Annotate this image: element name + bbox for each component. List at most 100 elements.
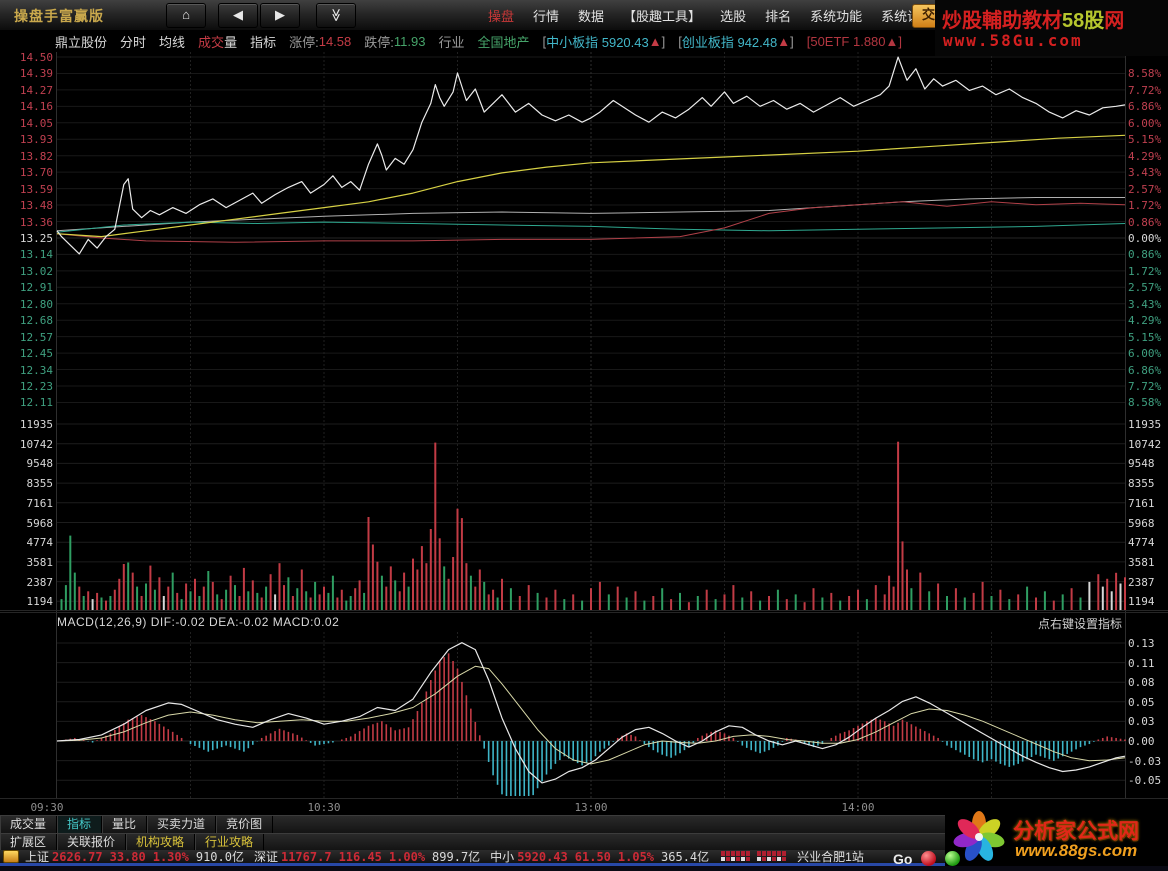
volume-axis-label: 8355: [1128, 477, 1155, 491]
pct-axis-label: 6.00%: [1128, 116, 1162, 130]
pct-axis-label: 0.86%: [1128, 215, 1162, 229]
main-menu: 操盘 行情 数据 【股趣工具】 选股 排名 系统功能 系统设置: [488, 0, 933, 30]
menu-item-0[interactable]: 操盘: [488, 8, 515, 24]
view-toggle-indicator[interactable]: 指标: [250, 34, 277, 50]
back-icon[interactable]: ◀: [218, 3, 258, 28]
pct-axis-label: 4.29%: [1128, 314, 1162, 328]
pct-axis-label: 8.58%: [1128, 396, 1162, 410]
app-title: 操盘手富赢版: [14, 8, 104, 24]
pane-tab-1[interactable]: 指标: [57, 816, 103, 833]
price-axis-label: 13.02: [19, 264, 53, 278]
pct-axis-label: 3.43%: [1128, 297, 1162, 311]
industry-value[interactable]: 全国地产: [477, 34, 530, 50]
home-icon[interactable]: ⌂: [166, 3, 206, 28]
view-toggle-time[interactable]: 分时: [120, 34, 147, 50]
status-bar: 上证 2626.77 33.80 1.30% 910.0亿 深证 11767.7 116.45…: [0, 848, 1168, 865]
pane-tab-0[interactable]: 成交量: [0, 816, 58, 833]
stock-name: 鼎立股份: [55, 34, 108, 50]
pct-axis-label: 8.58%: [1128, 67, 1162, 81]
bracket: ]: [790, 33, 794, 49]
macd-axis-label: 0.11: [1128, 656, 1155, 670]
market-indices: 上证 2626.77 33.80 1.30% 910.0亿 深证 11767.7 116.45…: [25, 848, 719, 865]
ad-58gu-title: 炒股輔助教材58股网: [942, 10, 1125, 32]
price-axis-label: 12.34: [19, 363, 53, 377]
price-axis-label: 12.80: [19, 297, 53, 311]
index-50etf[interactable]: [50ETF 1.880▲]: [806, 33, 902, 49]
status-index-1: 深证 11767.7 116.45 1.00% 899.7亿: [253, 849, 481, 865]
volume-axis-label: 8355: [26, 477, 54, 491]
server-station[interactable]: 兴业合肥1站: [797, 850, 864, 864]
ext-tab-2[interactable]: 机构攻略: [126, 834, 196, 850]
macd-axis-label: 0.05: [1128, 695, 1155, 709]
macd-settings-hint: 点右键设置指标: [1037, 617, 1122, 631]
menu-item-6[interactable]: 系统功能: [810, 8, 863, 24]
macd-axis-label: 0.03: [1128, 715, 1155, 729]
view-toggle-volume-2[interactable]: 量: [224, 34, 238, 50]
bottom-edge: [0, 866, 1168, 871]
volume-axis-label: 5968: [26, 516, 54, 530]
price-axis-label: 13.70: [19, 166, 53, 180]
menu-item-1[interactable]: 行情: [533, 8, 560, 24]
pct-axis-label: 2.57%: [1128, 281, 1162, 295]
price-axis-label: 14.05: [19, 116, 53, 130]
ext-tab-0[interactable]: 扩展区: [0, 834, 58, 850]
index-gem[interactable]: 创业板指 942.48: [681, 34, 778, 50]
extension-tabs-row: 扩展区 关联报价 机构攻略 行业攻略: [0, 833, 1168, 850]
forward-icon[interactable]: ▶: [260, 3, 300, 28]
status-index-2: 中小 5920.43 61.50 1.05% 365.4亿: [490, 849, 710, 865]
bottom-blue-line: [0, 863, 1168, 866]
menu-item-3[interactable]: 【股趣工具】: [623, 8, 702, 24]
pct-axis-label: 4.29%: [1128, 149, 1162, 163]
menu-item-2[interactable]: 数据: [578, 8, 605, 24]
index-sz-smallcap[interactable]: 中小板指 5920.43: [546, 34, 649, 50]
volume-axis-label: 1194: [26, 595, 54, 609]
volume-axis-label: 5968: [1128, 516, 1155, 530]
volume-axis-label: 4774: [1128, 536, 1155, 550]
ext-tab-3[interactable]: 行业攻略: [195, 834, 265, 850]
price-axis-label: 13.82: [19, 149, 53, 163]
view-toggle-volume[interactable]: 成交: [198, 34, 225, 50]
price-axis-label: 13.59: [19, 182, 53, 196]
ad-logo-88gs[interactable]: 分析家公式网 www.88gs.com: [945, 810, 1168, 866]
pane-tab-2[interactable]: 量比: [102, 816, 148, 833]
pane-tab-4[interactable]: 竞价图: [216, 816, 274, 833]
price-axis-label: 12.11: [19, 396, 53, 410]
limit-down-label: 跌停:: [364, 34, 394, 50]
limit-down-value: 11.93: [393, 33, 426, 49]
pct-axis-label: 0.00%: [1128, 231, 1162, 245]
volume-axis-label: 10742: [1128, 437, 1162, 451]
menu-item-4[interactable]: 选股: [720, 8, 747, 24]
time-axis-label: 13:00: [574, 801, 608, 814]
macd-axis-label: 0.00: [1128, 735, 1155, 748]
macd-axis-label: 0.08: [1128, 676, 1155, 690]
volume-axis-label: 9548: [1128, 457, 1155, 471]
pct-axis-label: 1.72%: [1128, 264, 1162, 278]
ad-banner-58gu[interactable]: 炒股輔助教材58股网 www.58Gu.com: [935, 0, 1168, 56]
macd-axis-label: -0.03: [1128, 754, 1162, 768]
ext-tab-1[interactable]: 关联报价: [57, 834, 127, 850]
menu-item-5[interactable]: 排名: [765, 8, 792, 24]
ad-58gu-url: www.58Gu.com: [943, 31, 1083, 50]
expand-down-icon[interactable]: ≫: [316, 3, 356, 28]
ad-88gs-title: 分析家公式网: [1013, 820, 1139, 843]
volume-axis-label: 3581: [1128, 555, 1155, 569]
bracket: [: [542, 33, 547, 49]
price-axis-label: 12.23: [19, 380, 53, 393]
pct-axis-label: 0.86%: [1128, 248, 1162, 262]
flower-logo-icon: [953, 811, 1005, 861]
pane-tab-3[interactable]: 买卖力道: [147, 816, 217, 833]
pct-axis-label: 6.86%: [1128, 100, 1162, 114]
green-pinwheel-icon: [945, 851, 960, 866]
view-toggle-avg[interactable]: 均线: [159, 34, 186, 50]
bracket: ]: [661, 33, 666, 49]
price-axis-label: 13.93: [19, 133, 53, 147]
price-axis-label: 12.45: [19, 347, 53, 361]
volume-axis-label: 3581: [26, 555, 54, 569]
status-app-icon[interactable]: [3, 850, 19, 863]
macd-header-text: MACD(12,26,9) DIF:-0.02 DEA:-0.02 MACD:0…: [57, 615, 340, 629]
up-triangle-icon: ▲: [648, 33, 662, 49]
pct-axis-label: 6.00%: [1128, 347, 1162, 361]
